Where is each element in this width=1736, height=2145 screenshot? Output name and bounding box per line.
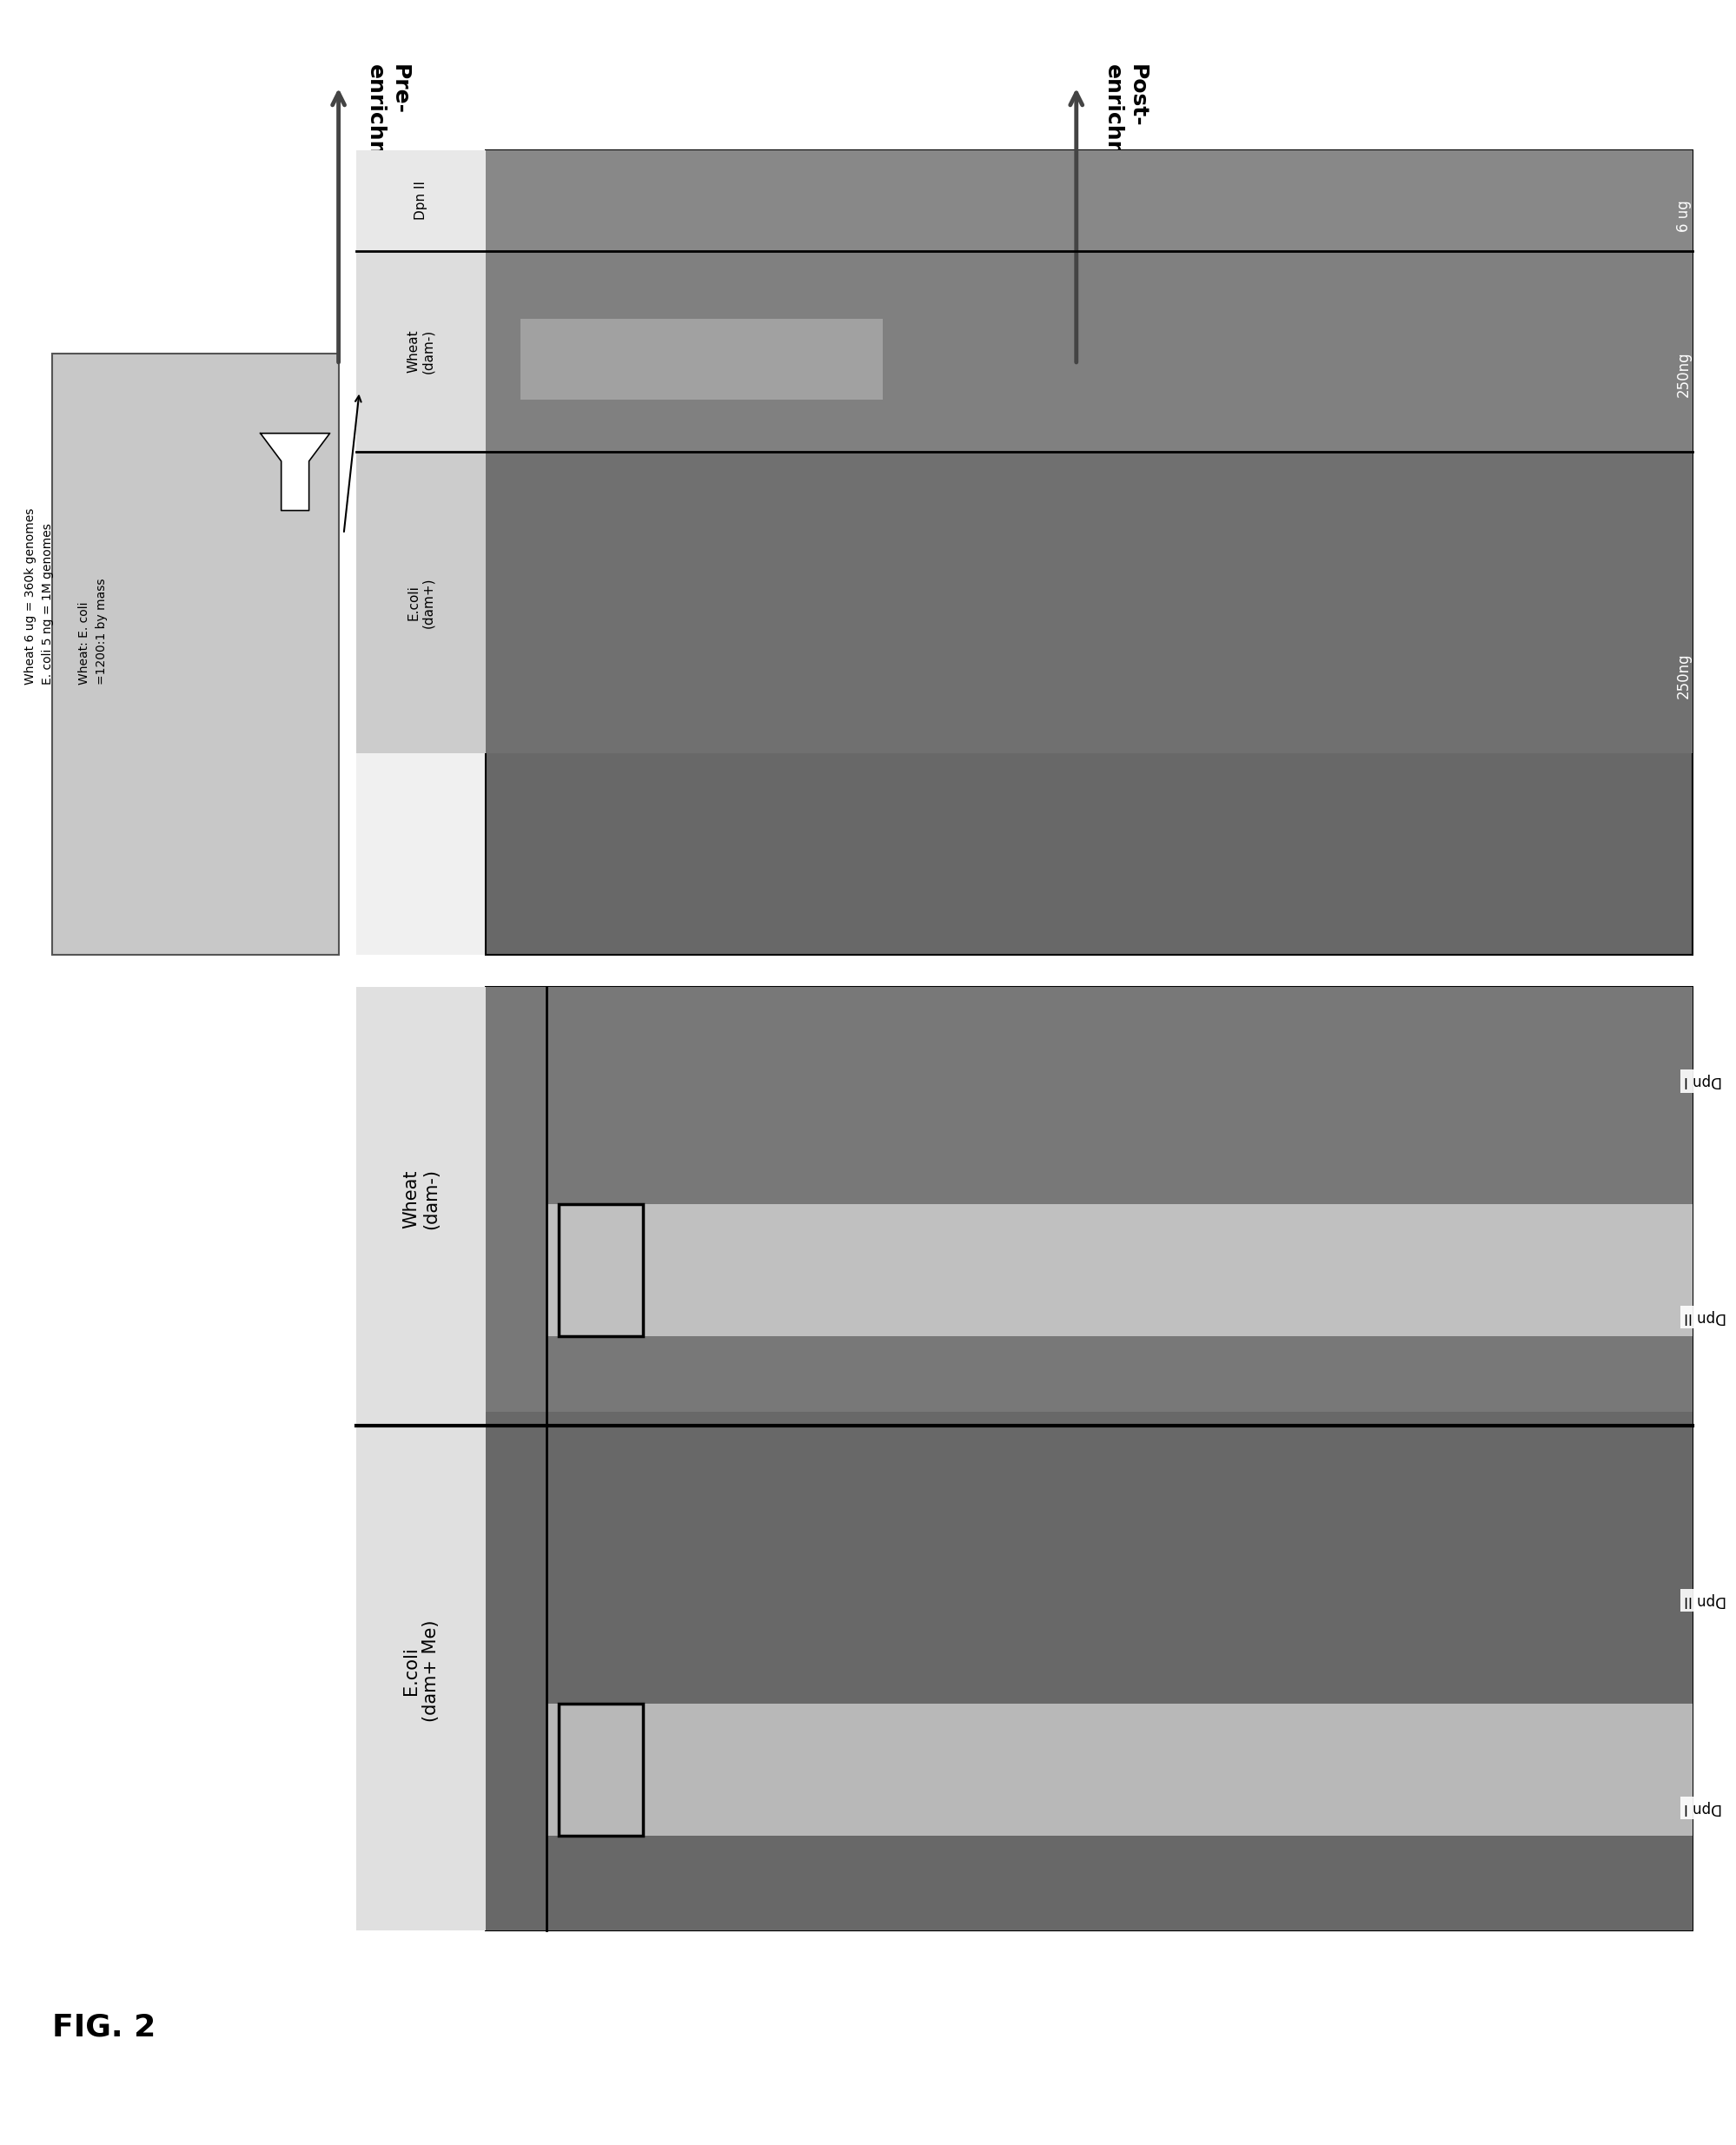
Bar [356,251,486,453]
Bar [356,987,486,1930]
Text: Dpn II: Dpn II [1684,1592,1726,1609]
Bar [486,150,1693,955]
Text: Dpn I: Dpn I [1684,1800,1722,1815]
Text: Dpn II: Dpn II [1684,1308,1726,1326]
Bar [486,251,1693,453]
Bar [356,150,486,955]
Bar [559,1203,642,1336]
Bar [486,453,1693,753]
Text: Pre-
enrichment: Pre- enrichment [365,64,410,206]
Text: Wheat 6 ug = 360k genomes
E. coli 5 ng = 1M genomes

Wheat: E. coli
=1200:1 by m: Wheat 6 ug = 360k genomes E. coli 5 ng =… [24,508,108,684]
Bar [356,453,486,753]
Bar [547,1203,1693,1336]
Text: FIG. 2: FIG. 2 [52,2012,156,2042]
Bar [486,987,1693,1930]
Text: E.coli
(dam+): E.coli (dam+) [406,577,436,628]
Text: Wheat
(dam-): Wheat (dam-) [406,328,436,373]
Bar [486,150,1693,251]
Bar [486,987,1693,1411]
Text: 250ng: 250ng [1675,352,1693,397]
Bar [547,1703,1693,1836]
Text: Dpn I: Dpn I [1684,1072,1722,1090]
Text: 250ng: 250ng [1675,652,1693,699]
Bar [521,320,884,399]
Polygon shape [260,433,330,511]
Bar [356,150,486,251]
Text: Post-
enrichment: Post- enrichment [1102,64,1147,206]
Bar [486,1411,1693,1930]
Text: Wheat
(dam-): Wheat (dam-) [403,1169,439,1229]
Bar [559,1703,642,1836]
Bar [52,354,339,955]
Text: Dpn II: Dpn II [415,180,427,221]
Bar [486,987,547,1930]
Text: E.coli
(dam+ Me): E.coli (dam+ Me) [403,1619,439,1722]
Text: 6 ug: 6 ug [1675,199,1693,232]
